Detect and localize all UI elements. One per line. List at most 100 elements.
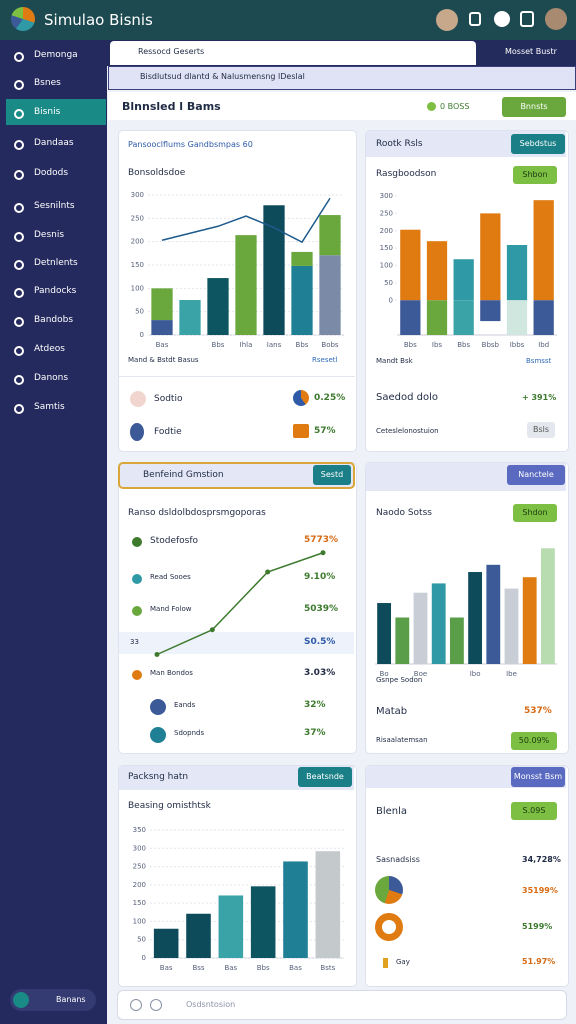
row-label: Fodtie (154, 427, 182, 437)
row-value: 5039% (304, 604, 339, 614)
row-icon (293, 424, 309, 438)
menu-item[interactable]: Dodods (34, 168, 69, 178)
share-icon[interactable] (469, 12, 481, 26)
menu-item[interactable]: Bsnes (34, 78, 61, 88)
row-icon (130, 391, 146, 407)
row-icon (150, 727, 166, 743)
tab-active[interactable] (110, 41, 476, 65)
tab-label[interactable]: Ressocd Geserts (138, 47, 205, 56)
pill[interactable]: Shdon (513, 504, 557, 522)
menu-item[interactable]: Danons (34, 373, 69, 383)
pill[interactable]: 50.09% (511, 732, 557, 750)
avatar[interactable] (436, 9, 458, 31)
row-value: 3.03% (304, 668, 336, 678)
x-tick-label: Ihla (240, 341, 253, 349)
menu-item[interactable]: Sesnilnts (34, 201, 75, 211)
y-tick-label: 100 (133, 917, 146, 925)
bar (533, 300, 554, 335)
legend: Mand & Bstdt Basus (128, 356, 199, 364)
menu-item[interactable]: Samtis (34, 402, 65, 412)
x-tick-label: Bobs (321, 341, 339, 349)
row-highlight (119, 632, 354, 654)
menu-item[interactable]: Detnlents (34, 258, 78, 268)
bar (153, 928, 179, 958)
user-chip[interactable] (10, 989, 96, 1011)
footer-button[interactable]: Bsls (527, 422, 555, 438)
y-tick-label: 50 (135, 308, 144, 316)
menu-icon (14, 170, 24, 180)
bar (263, 205, 285, 335)
panel-subtitle: Ranso dsldolbdosprsmgoporas (128, 508, 266, 518)
panel-title: Blenla (376, 806, 408, 817)
row-label: Man Bondos (150, 669, 193, 677)
y-tick-label: 350 (133, 826, 146, 834)
notification-icon[interactable] (494, 11, 510, 27)
bar (449, 617, 464, 664)
menu-item[interactable]: Desnis (34, 230, 65, 240)
row-value: 32% (304, 700, 326, 710)
row-label: Gay (396, 958, 410, 966)
info-icon[interactable] (520, 11, 534, 27)
row-value: 9.10% (304, 572, 336, 582)
menu-icon (14, 288, 24, 298)
row-label: Sodtio (154, 394, 183, 404)
point (265, 569, 271, 575)
panel-button[interactable]: Sebdstus (511, 134, 565, 154)
x-tick-label: Bo (380, 670, 389, 678)
menu-item[interactable]: Bandobs (34, 315, 74, 325)
x-tick-label: Ibe (506, 670, 517, 678)
menu-item[interactable]: Atdeos (34, 344, 65, 354)
caption: Gsnpe Sodon (376, 676, 423, 684)
panel-title: Pansooclflums Gandbsmpas 60 (128, 140, 253, 149)
bar (431, 583, 446, 664)
menu-icon (14, 260, 24, 270)
menu-item[interactable]: Pandocks (34, 286, 77, 296)
panel-button[interactable]: Beatsnde (298, 767, 352, 787)
panel-button[interactable]: Sestd (313, 465, 351, 485)
bar (319, 215, 341, 256)
x-tick-label: Bsts (320, 964, 335, 972)
bar (283, 861, 308, 958)
search-box[interactable] (117, 990, 567, 1020)
panel-button[interactable]: Monsst Bsm (511, 767, 565, 787)
link[interactable]: Rsesetl (312, 356, 338, 364)
x-tick-label: Bbs (404, 341, 417, 349)
y-tick-label: 100 (131, 284, 144, 292)
profile-avatar[interactable] (545, 8, 567, 30)
user-icon (13, 992, 29, 1008)
menu-icon (14, 375, 24, 385)
x-tick-label: Bbs (212, 341, 225, 349)
bar (400, 300, 421, 335)
menu-item[interactable]: Demonga (34, 50, 78, 60)
row-value: 5773% (304, 535, 339, 545)
panel-footer: Ceteslelonostuion (376, 427, 439, 435)
row-value: 51.97% (522, 957, 556, 966)
menu-icon (14, 203, 24, 213)
pill[interactable]: Shbon (513, 166, 557, 184)
menu-item[interactable]: Bisnis (34, 107, 61, 117)
panel-subtitle: Beasing omisthtsk (128, 801, 211, 811)
pill[interactable]: S.09S (511, 802, 557, 820)
bar (426, 241, 448, 301)
panel-button[interactable]: Nanctele (507, 465, 565, 485)
bar (207, 278, 229, 335)
bar (395, 617, 410, 664)
bar (504, 588, 519, 664)
tab-label[interactable]: Mosset Bustr (505, 47, 557, 56)
menu-item[interactable]: Dandaas (34, 138, 74, 148)
line (161, 197, 331, 244)
row-label: Stodefosfo (150, 536, 199, 546)
y-tick-label: 150 (380, 244, 393, 252)
search-placeholder[interactable]: Osdsntosion (186, 1000, 236, 1009)
y-tick-label: 200 (133, 881, 146, 889)
row-value: 0.25% (314, 393, 346, 403)
y-tick-label: 50 (384, 279, 393, 287)
bar (315, 851, 341, 958)
menu-icon (14, 109, 24, 119)
bar (522, 577, 537, 664)
link[interactable]: Bsmsst (526, 357, 552, 365)
row-value: 34,728% (522, 855, 561, 864)
toolbar-button[interactable]: Bnnsts (502, 97, 566, 117)
bar (480, 213, 501, 301)
y-tick-label: 150 (131, 261, 144, 269)
